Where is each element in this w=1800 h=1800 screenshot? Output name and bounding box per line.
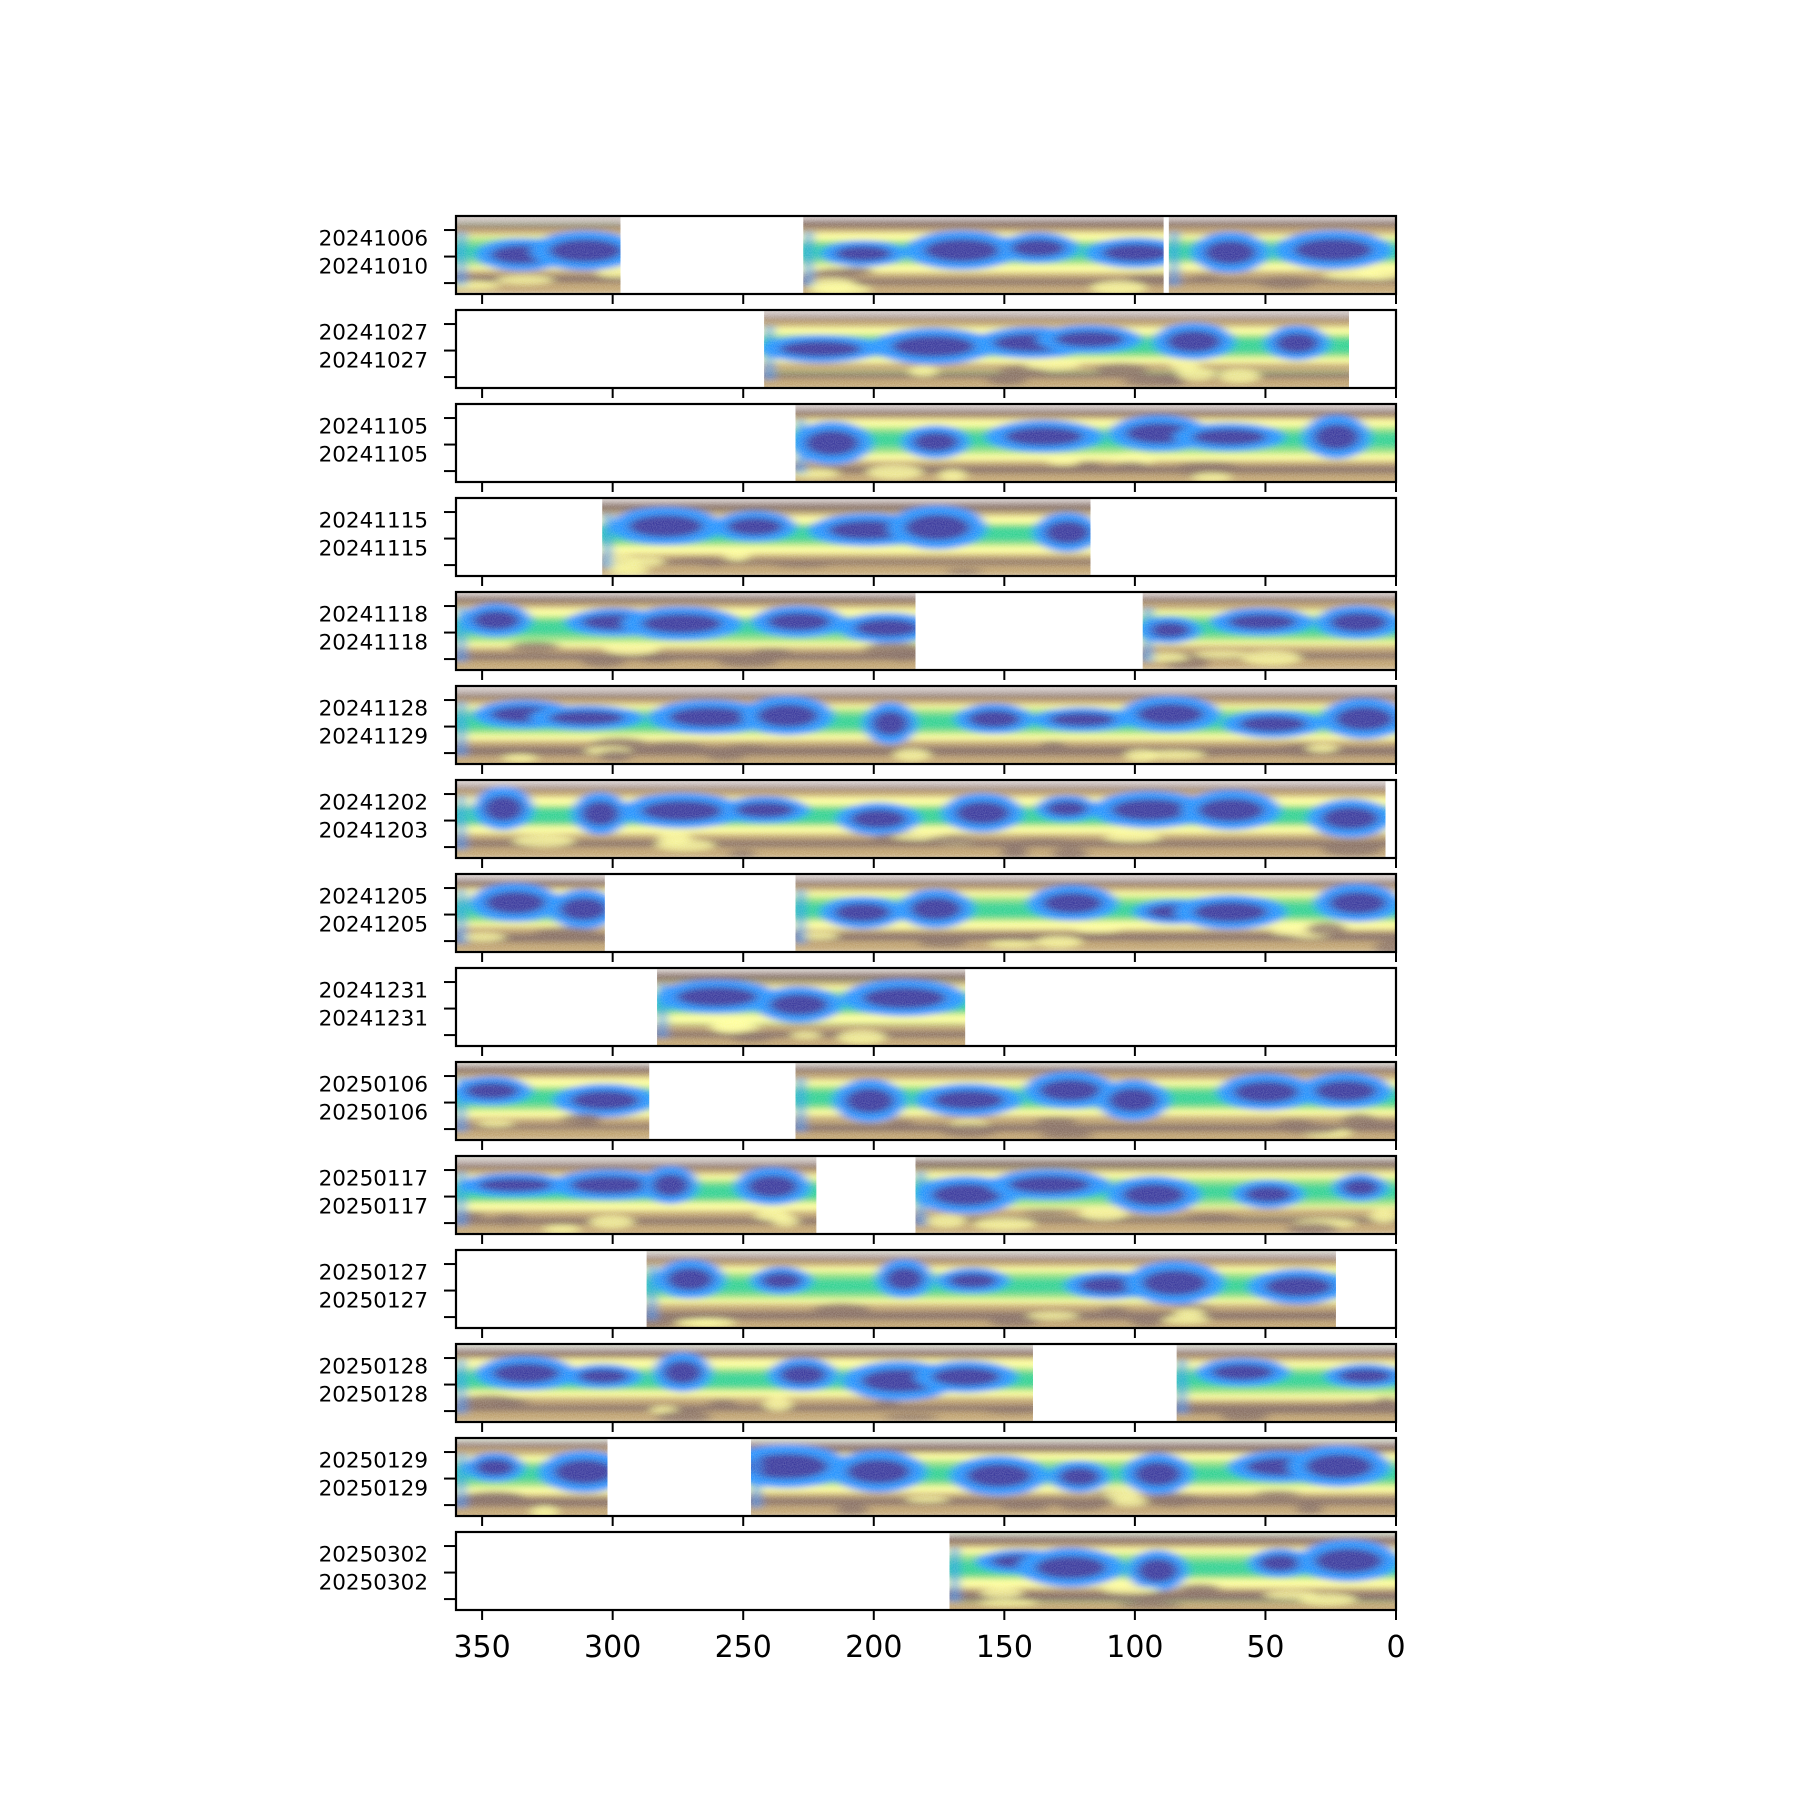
panel-frame: [454, 1342, 1398, 1424]
y-tick-label: 20250129: [319, 1477, 428, 1502]
y-tick-label: 20250106: [319, 1101, 428, 1126]
y-tick-label: 20250129: [319, 1449, 428, 1474]
panel-frame: [454, 308, 1398, 390]
x-axis: 350 300 250 200 150 100 50 0: [453, 1630, 1405, 1665]
coverage-segment: [657, 968, 966, 1046]
panel-2: 20241027 20241027: [319, 308, 1398, 398]
coverage-segment: [795, 404, 1396, 482]
y-tick-label: 20241105: [319, 443, 428, 468]
coverage-segment: [456, 1156, 817, 1234]
coverage-segment: [949, 1532, 1396, 1610]
panel-12: 20250127 20250127: [319, 1248, 1398, 1338]
coverage-segment: [1168, 216, 1396, 294]
y-tick-label: 20250302: [319, 1543, 428, 1568]
coverage-segment: [803, 216, 1164, 294]
y-tick-label: 20250128: [319, 1355, 428, 1380]
coverage-segment: [456, 780, 1386, 858]
panel-10: 20250106 20250106: [319, 1060, 1398, 1150]
y-tick-label: 20250117: [319, 1167, 428, 1192]
panel-frame: [454, 590, 1398, 672]
panel-frame: [454, 1436, 1398, 1518]
coverage-segment: [795, 874, 1396, 952]
y-tick-label: 20241115: [319, 537, 428, 562]
y-tick-label: 20241027: [319, 321, 428, 346]
y-tick-label: 20250106: [319, 1073, 428, 1098]
x-tick-label: 50: [1246, 1630, 1284, 1665]
y-tick-label: 20241010: [319, 255, 428, 280]
y-tick-label: 20250128: [319, 1383, 428, 1408]
coverage-segment: [456, 1438, 608, 1516]
panel-frame: [454, 684, 1398, 766]
panel-frame: [454, 1060, 1398, 1142]
panel-5: 20241118 20241118: [319, 590, 1398, 680]
y-tick-label: 20241105: [319, 415, 428, 440]
y-tick-label: 20250127: [319, 1261, 428, 1286]
y-tick-label: 20241231: [319, 1007, 428, 1032]
coverage-segment: [456, 592, 916, 670]
y-tick-label: 20241203: [319, 819, 428, 844]
panel-frame: [454, 496, 1398, 578]
y-tick-label: 20241027: [319, 349, 428, 374]
panel-frame: [454, 402, 1398, 484]
panel-3: 20241105 20241105: [319, 402, 1398, 492]
panel-9: 20241231 20241231: [319, 966, 1398, 1056]
panel-frame: [454, 1530, 1398, 1612]
coverage-segment: [751, 1438, 1396, 1516]
y-tick-label: 20241205: [319, 913, 428, 938]
panel-frame: [454, 1248, 1398, 1330]
panels-layer: 20241006 20241010 20241027 20241027 20241105…: [319, 214, 1398, 1620]
panel-7: 20241202 20241203: [319, 778, 1398, 868]
coverage-segment: [456, 686, 1396, 764]
x-tick-label: 150: [976, 1630, 1033, 1665]
panel-6: 20241128 20241129: [319, 684, 1398, 774]
y-tick-label: 20241006: [319, 227, 428, 252]
panel-11: 20250117 20250117: [319, 1154, 1398, 1244]
coverage-segment: [456, 1062, 650, 1140]
coverage-segment: [1176, 1344, 1396, 1422]
y-tick-label: 20241115: [319, 509, 428, 534]
coverage-segment: [915, 1156, 1396, 1234]
x-tick-label: 100: [1106, 1630, 1163, 1665]
coverage-segment: [764, 310, 1349, 388]
panel-4: 20241115 20241115: [319, 496, 1398, 586]
y-tick-label: 20250302: [319, 1571, 428, 1596]
panel-frame: [454, 1154, 1398, 1236]
x-tick-label: 300: [584, 1630, 641, 1665]
x-tick-label: 250: [715, 1630, 772, 1665]
y-tick-label: 20241202: [319, 791, 428, 816]
y-tick-label: 20241129: [319, 725, 428, 750]
panel-frame: [454, 966, 1398, 1048]
y-tick-label: 20241118: [319, 603, 428, 628]
panel-13: 20250128 20250128: [319, 1342, 1398, 1432]
coverage-segment: [795, 1062, 1396, 1140]
x-tick-label: 0: [1386, 1630, 1405, 1665]
coverage-segment: [456, 216, 621, 294]
y-tick-label: 20241231: [319, 979, 428, 1004]
x-tick-label: 200: [845, 1630, 902, 1665]
panel-frame: [454, 872, 1398, 954]
y-tick-label: 20241118: [319, 631, 428, 656]
coverage-segment: [1142, 592, 1396, 670]
coverage-segment: [456, 874, 605, 952]
panel-8: 20241205 20241205: [319, 872, 1398, 962]
panel-frame: [454, 214, 1398, 296]
panel-14: 20250129 20250129: [319, 1436, 1398, 1526]
panel-15: 20250302 20250302: [319, 1530, 1398, 1620]
x-tick-label: 350: [453, 1630, 510, 1665]
y-tick-label: 20250117: [319, 1195, 428, 1220]
coverage-segment: [602, 498, 1091, 576]
coverage-segment: [456, 1344, 1034, 1422]
y-tick-label: 20241205: [319, 885, 428, 910]
y-tick-label: 20250127: [319, 1289, 428, 1314]
y-tick-label: 20241128: [319, 697, 428, 722]
panel-frame: [454, 778, 1398, 860]
coverage-segment: [646, 1250, 1336, 1328]
panel-1: 20241006 20241010: [319, 214, 1398, 304]
